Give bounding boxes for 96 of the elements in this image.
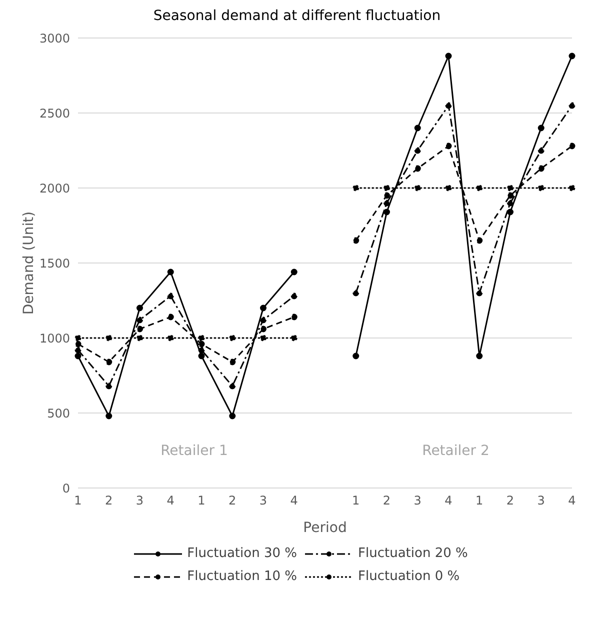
annotation: Retailer 1 [160,442,229,459]
point [507,184,514,192]
point [568,142,576,150]
point [384,200,390,206]
point [74,352,82,360]
x-tick-label: 3 [414,494,422,508]
point [507,208,514,216]
x-tick-label: 1 [352,494,360,508]
point [167,314,174,320]
point [538,147,544,154]
point [74,334,82,342]
x-axis-title: Period [303,520,347,536]
point [290,292,298,300]
point [352,352,360,360]
y-tick-label: 500 [47,406,70,420]
point [198,340,205,348]
point [384,208,390,216]
point [538,184,544,192]
point [384,184,390,192]
chart-title: Seasonal demand at different fluctuation [152,8,442,24]
point [198,334,205,342]
point [507,192,514,199]
point [229,358,236,366]
x-tick-label: 2 [105,494,113,508]
point [507,200,514,206]
point [74,346,82,354]
annotation: Retailer 2 [421,442,490,459]
x-tick-label: 4 [290,494,298,508]
point [414,147,421,154]
point [136,326,143,332]
point [476,290,483,296]
point [106,334,112,342]
x-tick-label: 4 [444,494,452,508]
point [260,304,266,312]
point [352,237,360,244]
point [352,184,360,192]
point [445,142,452,150]
point [136,316,143,324]
legend-label: Fluctuation 0 % [358,569,460,584]
y-tick-label: 1000 [39,331,70,346]
x-tick-label: 3 [537,494,545,508]
x-tick-label: 1 [74,494,82,508]
point [414,124,421,132]
y-tick-label: 1500 [39,256,70,270]
point [290,334,298,342]
point [568,184,576,192]
x-tick-label: 2 [506,494,514,508]
y-tick-label: 3000 [39,31,70,46]
point [136,304,143,312]
point [167,292,174,300]
point [229,412,236,420]
point [229,382,236,390]
point [74,340,82,348]
point [167,334,174,342]
point [414,184,421,192]
point [198,346,205,354]
y-tick-label: 2500 [39,106,70,120]
x-tick-label: 1 [476,494,484,508]
point [290,314,298,320]
y-tick-label: 2000 [39,181,70,196]
x-tick-label: 2 [382,494,391,508]
point [445,184,452,192]
x-tick-label: 1 [198,494,206,508]
point [384,192,390,199]
x-tick-label: 3 [136,494,144,508]
y-tick-label: 0 [62,481,70,496]
y-axis-title: Demand (Unit) [20,211,37,315]
x-tick-label: 4 [166,494,174,508]
point [445,52,452,60]
point [568,102,576,109]
point [352,290,360,296]
point [290,268,298,276]
point [445,102,452,109]
point [260,316,266,324]
point [260,334,266,342]
point [538,124,544,132]
point [476,352,483,360]
point [106,358,112,366]
point [106,382,112,390]
x-tick-label: 3 [259,494,268,508]
point [476,184,483,192]
point [106,412,112,420]
point [476,237,483,244]
legend-label: Fluctuation 10 % [187,569,297,584]
point [260,326,266,332]
point [538,165,544,172]
point [167,268,174,276]
legend-label: Fluctuation 20 % [358,546,468,561]
point [414,165,421,172]
point [198,352,205,360]
point [229,334,236,342]
point [568,52,576,60]
legend-label: Fluctuation 30 % [187,546,297,561]
x-tick-label: 4 [568,494,576,508]
x-tick-label: 2 [228,494,236,508]
point [136,334,143,342]
